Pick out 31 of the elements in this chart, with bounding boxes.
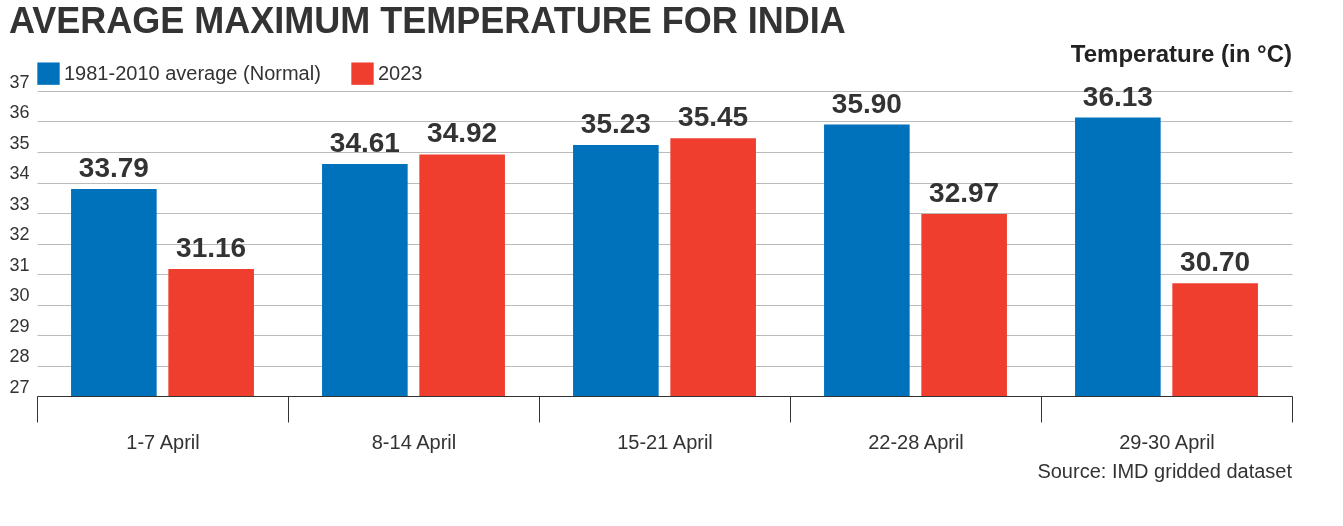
x-tick-label: 29-30 April — [1119, 430, 1215, 453]
data-label: 34.92 — [427, 117, 498, 149]
y-axis-title: Temperature (in °C) — [1070, 40, 1292, 67]
y-tick-label: 36 — [9, 102, 30, 122]
y-tick-label: 33 — [9, 193, 30, 214]
legend-label: 2023 — [378, 61, 423, 84]
data-label: 35.90 — [831, 87, 902, 119]
source-note: Source: IMD gridded dataset — [1037, 460, 1293, 482]
data-label: 30.70 — [1180, 246, 1251, 278]
x-tick-label: 8-14 April — [371, 430, 457, 453]
y-tick-label: 27 — [9, 376, 30, 397]
data-label: 31.16 — [176, 232, 247, 264]
data-label: 36.13 — [1082, 80, 1153, 112]
x-tick-label: 15-21 April — [617, 430, 713, 453]
data-label: 35.23 — [580, 107, 651, 139]
y-tick-label: 30 — [9, 285, 30, 305]
y-tick-label: 37 — [9, 71, 30, 92]
y-tick-label: 31 — [9, 254, 30, 275]
y-tick-label: 29 — [9, 315, 30, 336]
data-label: 34.61 — [329, 126, 400, 158]
y-tick-label: 35 — [9, 132, 30, 153]
chart-title: AVERAGE MAXIMUM TEMPERATURE FOR INDIA — [8, 0, 846, 41]
data-label: 33.79 — [78, 151, 149, 183]
y-tick-label: 34 — [9, 163, 30, 183]
y-tick-label: 32 — [9, 224, 30, 244]
legend-label: 1981-2010 average (Normal) — [64, 61, 321, 84]
y-tick-label: 28 — [9, 346, 30, 366]
x-tick-label: 22-28 April — [868, 430, 964, 453]
x-tick-label: 1-7 April — [126, 430, 200, 453]
data-label: 35.45 — [678, 101, 749, 133]
data-label: 32.97 — [929, 176, 1000, 208]
